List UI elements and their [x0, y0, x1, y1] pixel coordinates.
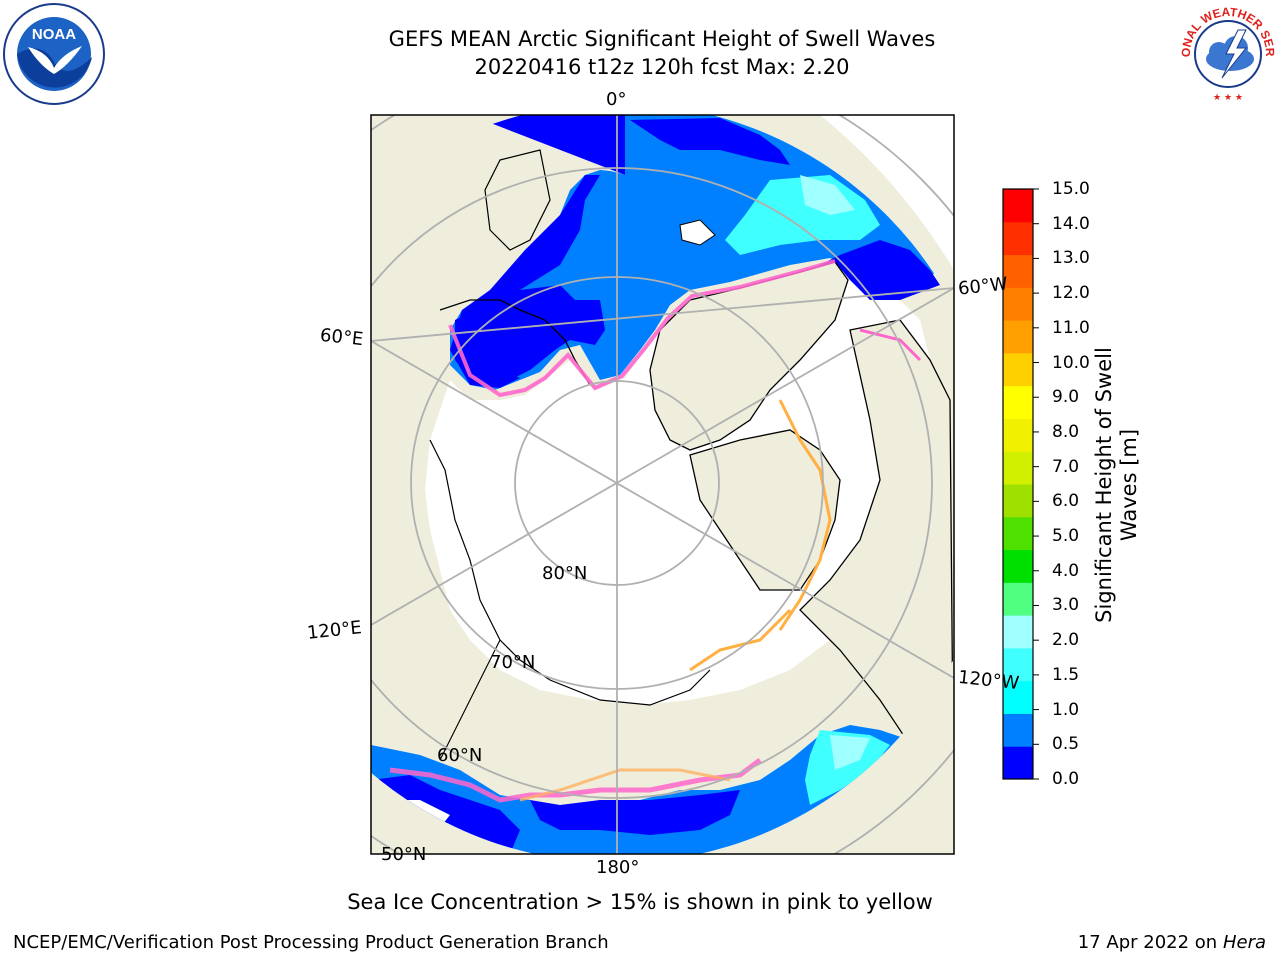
noaa-logo: NOAA	[3, 3, 105, 105]
colorbar-swatch	[1003, 680, 1033, 714]
colorbar-swatch	[1003, 451, 1033, 485]
colorbar-tick-label: 13.0	[1052, 248, 1090, 269]
lat-label-50: 50°N	[381, 844, 427, 865]
colorbar-tick-label: 8.0	[1052, 421, 1080, 442]
colorbar-swatch	[1003, 221, 1033, 256]
lat-label-80: 80°N	[542, 563, 588, 584]
colorbar-tick-label: 10.0	[1052, 352, 1090, 373]
colorbar-tick-label: 3.0	[1052, 595, 1080, 616]
footer-date: 17 Apr 2022 on Hera	[1077, 932, 1266, 953]
colorbar-swatch	[1003, 352, 1033, 387]
colorbar-swatch	[1003, 516, 1033, 551]
colorbar	[1002, 188, 1039, 780]
lat-label-70: 70°N	[490, 652, 536, 673]
colorbar-swatch	[1003, 746, 1033, 780]
colorbar-tick-label: 1.0	[1052, 699, 1080, 720]
colorbar-tick-label: 0.0	[1052, 769, 1080, 789]
colorbar-tick-label: 6.0	[1052, 491, 1080, 512]
colorbar-tick-label: 11.0	[1052, 317, 1090, 338]
colorbar-swatch	[1003, 713, 1033, 747]
colorbar-tick-label: 15.0	[1052, 179, 1090, 199]
footer-branch: NCEP/EMC/Verification Post Processing Pr…	[13, 932, 609, 953]
nws-logo: NATIONAL WEATHER SERVICE ★ ★ ★	[1176, 2, 1278, 104]
ice-edge-bering	[389, 758, 762, 803]
map-frame	[370, 114, 955, 855]
colorbar-tick-label: 0.5	[1052, 734, 1080, 755]
colorbar-tick-label: 12.0	[1052, 283, 1090, 304]
colorbar-swatch	[1003, 189, 1033, 223]
lon-label-180: 180°	[596, 857, 640, 878]
lat-label-60: 60°N	[437, 745, 483, 766]
svg-text:★ ★ ★: ★ ★ ★	[1213, 93, 1243, 103]
chart-subtitle: 20220416 t12z 120h fcst Max: 2.20	[474, 55, 850, 79]
colorbar-tick-label: 1.5	[1052, 664, 1080, 685]
colorbar-swatch	[1003, 549, 1033, 583]
graticule	[371, 115, 954, 854]
colorbar-swatch	[1003, 320, 1033, 354]
colorbar-tick-label: 5.0	[1052, 526, 1080, 547]
footer-host: Hera	[1222, 932, 1266, 953]
lon-label-0: 0°	[606, 89, 627, 110]
colorbar-tick-label: 4.0	[1052, 560, 1080, 581]
colorbar-swatch	[1003, 582, 1033, 616]
colorbar-frame	[1002, 188, 1034, 780]
colorbar-swatch	[1003, 254, 1033, 288]
colorbar-swatch	[1003, 385, 1033, 419]
colorbar-tick-label: 14.0	[1052, 213, 1090, 234]
caption: Sea Ice Concentration > 15% is shown in …	[347, 890, 933, 914]
chart-title: GEFS MEAN Arctic Significant Height of S…	[388, 27, 936, 51]
colorbar-swatch	[1003, 418, 1033, 452]
colorbar-swatch	[1003, 615, 1033, 649]
lon-label-60e: 60°E	[319, 324, 365, 351]
noaa-logo-text: NOAA	[32, 26, 76, 43]
colorbar-swatch	[1003, 287, 1033, 321]
colorbar-swatch	[1003, 647, 1033, 682]
colorbar-swatch	[1003, 484, 1033, 518]
colorbar-label: Significant Height of Swell Waves [m]	[1092, 347, 1141, 623]
colorbar-tick-label: 9.0	[1052, 387, 1080, 408]
colorbar-tick-label: 2.0	[1052, 630, 1080, 651]
colorbar-tick-label: 7.0	[1052, 456, 1080, 477]
